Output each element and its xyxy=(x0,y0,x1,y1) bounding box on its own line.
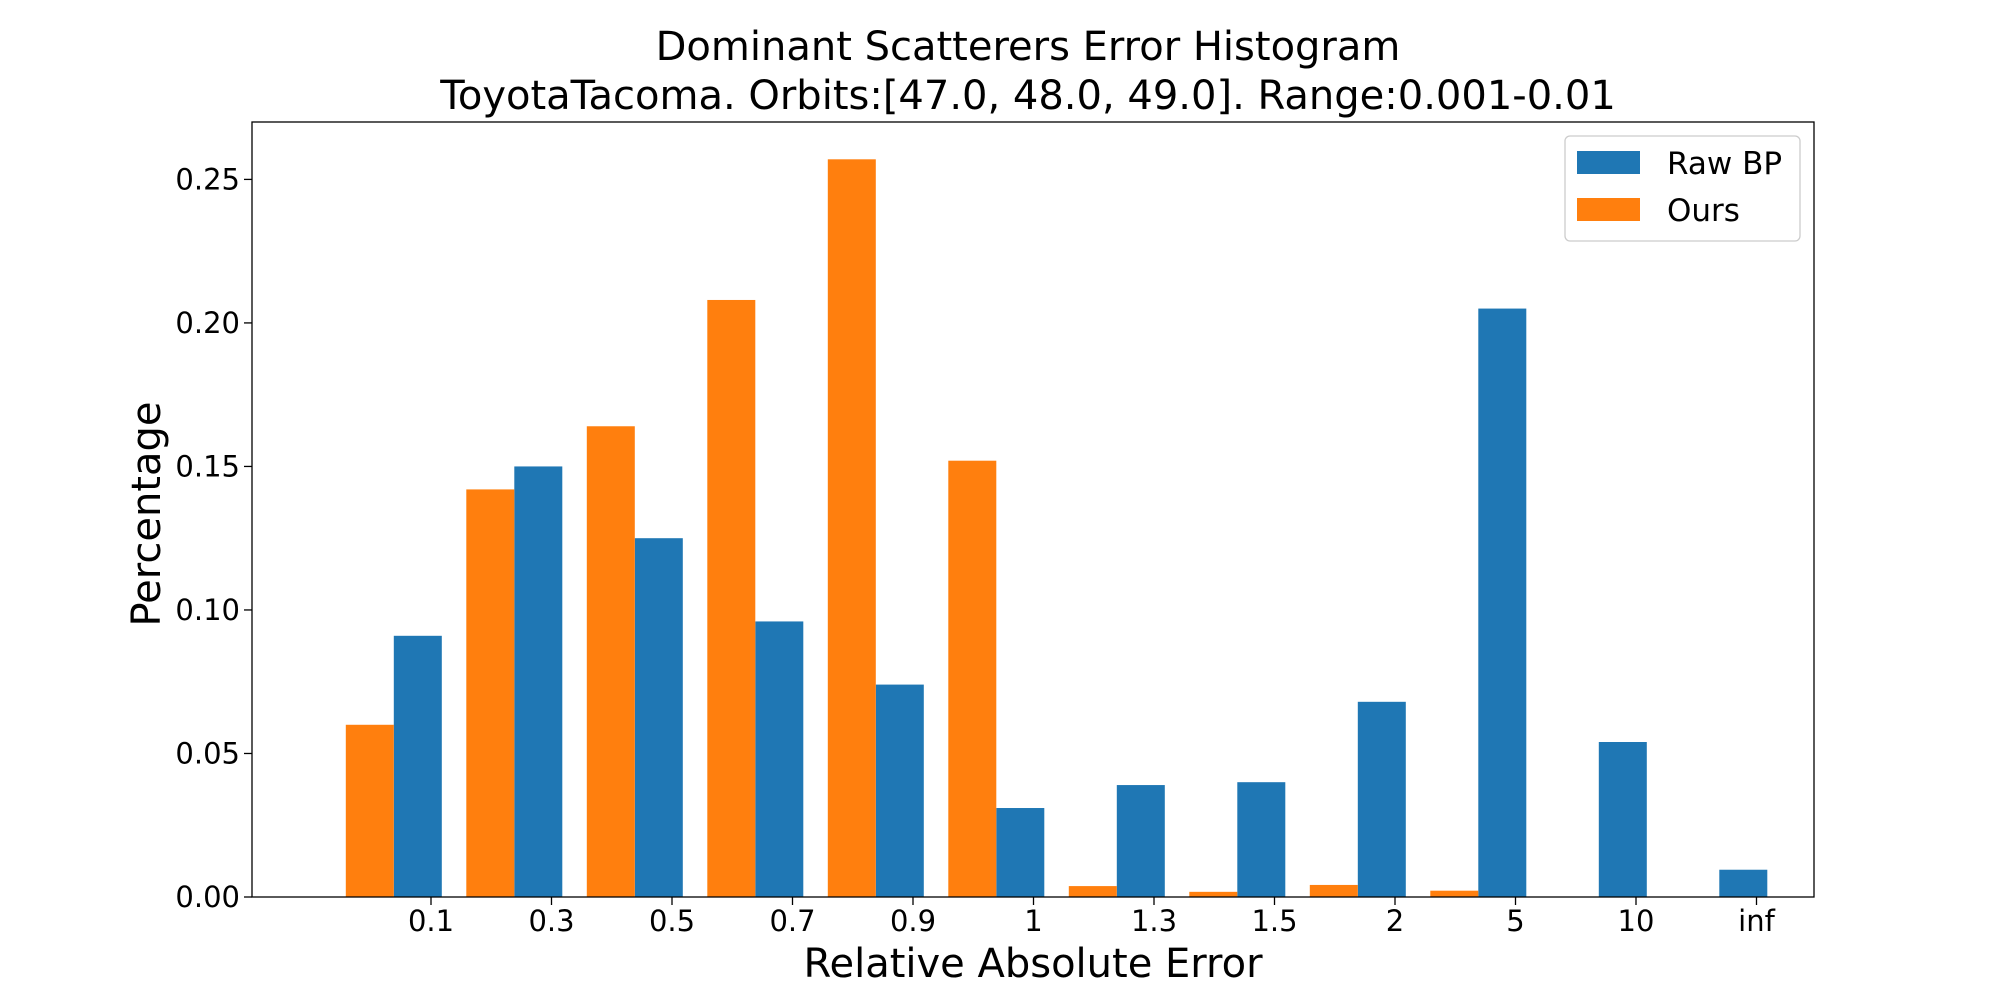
bar-raw-bp-0.3 xyxy=(514,466,563,897)
x-tick-label: 0.3 xyxy=(528,904,574,938)
y-tick-label: 0.20 xyxy=(175,306,240,340)
chart-title: Dominant Scatterers Error Histogram xyxy=(656,24,1401,70)
x-tick-label: 0.5 xyxy=(649,904,695,938)
y-tick-label: 0.25 xyxy=(175,162,240,196)
legend: Raw BP Ours xyxy=(1564,135,1801,242)
x-tick-label: 10 xyxy=(1618,904,1655,938)
y-tick-label: 0.00 xyxy=(175,880,240,914)
bar-ours-0.1 xyxy=(345,724,394,897)
x-ticks: 0.1 0.3 0.5 0.7 0.9 1 1.3 1.5 2 5 10 inf xyxy=(408,897,1776,938)
y-ticks: 0.00 0.05 0.10 0.15 0.20 0.25 xyxy=(175,162,252,914)
bar-raw-bp-1.5 xyxy=(1237,782,1286,897)
bar-raw-bp-1 xyxy=(996,808,1045,897)
x-tick-label: 0.1 xyxy=(408,904,454,938)
bar-raw-bp-inf xyxy=(1719,869,1768,897)
bar-ours-0.7 xyxy=(707,299,756,898)
x-tick-label: 2 xyxy=(1386,904,1404,938)
y-tick-label: 0.10 xyxy=(175,593,240,627)
bar-raw-bp-5 xyxy=(1478,308,1527,897)
bar-ours-0.5 xyxy=(586,426,635,897)
bar-raw-bp-1.3 xyxy=(1116,785,1165,897)
x-tick-label: 0.9 xyxy=(890,904,936,938)
bar-ours-1.3 xyxy=(1068,886,1117,897)
x-tick-label: 1.5 xyxy=(1251,904,1297,938)
bars-group xyxy=(345,159,1768,898)
x-axis-label: Relative Absolute Error xyxy=(803,941,1263,987)
x-tick-label: 1 xyxy=(1024,904,1042,938)
legend-label-ours: Ours xyxy=(1667,193,1740,229)
x-tick-label: 5 xyxy=(1506,904,1524,938)
bar-raw-bp-0.7 xyxy=(755,621,804,897)
bar-raw-bp-10 xyxy=(1598,742,1647,897)
bar-ours-0.3 xyxy=(466,489,515,897)
x-tick-label: inf xyxy=(1738,904,1775,938)
y-axis-label: Percentage xyxy=(124,401,170,626)
bar-ours-2 xyxy=(1309,884,1358,897)
x-tick-label: 1.3 xyxy=(1131,904,1177,938)
bar-ours-5 xyxy=(1430,890,1479,897)
bar-raw-bp-2 xyxy=(1357,701,1406,897)
legend-swatch-raw-bp xyxy=(1577,151,1640,174)
plot-area-frame xyxy=(251,121,1815,898)
bar-ours-1 xyxy=(948,460,997,897)
bar-raw-bp-0.9 xyxy=(875,684,924,897)
bar-raw-bp-0.1 xyxy=(393,635,442,897)
y-tick-label: 0.15 xyxy=(175,449,240,483)
bar-ours-0.9 xyxy=(827,159,876,897)
y-tick-label: 0.05 xyxy=(175,736,240,770)
legend-label-raw-bp: Raw BP xyxy=(1667,146,1782,182)
legend-swatch-ours xyxy=(1577,198,1640,221)
x-tick-label: 0.7 xyxy=(769,904,815,938)
chart-subtitle: ToyotaTacoma. Orbits:[47.0, 48.0, 49.0].… xyxy=(439,73,1616,119)
bar-raw-bp-0.5 xyxy=(634,538,683,897)
bar-ours-1.5 xyxy=(1189,891,1238,897)
